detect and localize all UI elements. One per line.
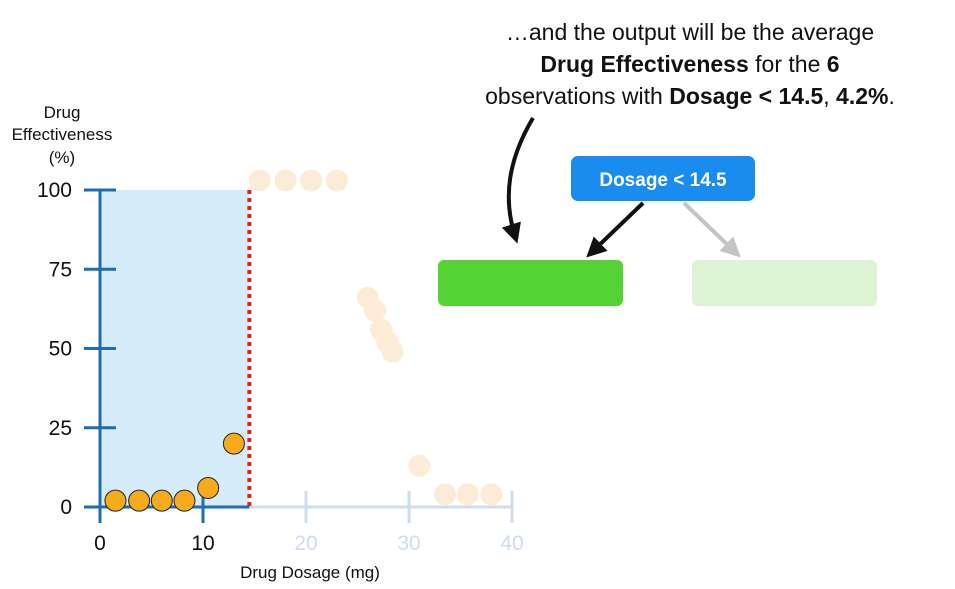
faded-point xyxy=(300,169,323,192)
x-axis-faded-segment xyxy=(249,491,514,523)
caption-connector: for the xyxy=(749,51,827,77)
decision-tree: Dosage < 14.5 xyxy=(438,156,877,306)
faded-point xyxy=(480,483,503,506)
caption-observations: observations with xyxy=(485,83,669,109)
y-tick-label: 0 xyxy=(60,496,72,519)
y-tick-label: 75 xyxy=(49,258,72,281)
left-branch-arrow xyxy=(586,201,645,258)
caption-separator: , xyxy=(823,83,836,109)
scatter-chart: 0 25 50 75 100 0 10 20 30 40 xyxy=(37,169,524,555)
highlighted-points xyxy=(104,432,245,512)
annotation-arrow xyxy=(501,116,535,244)
x-tick-label: 10 xyxy=(191,532,214,555)
caption-average-value: 4.2% xyxy=(836,83,888,109)
highlighted-point xyxy=(173,489,196,512)
y-axis-title-line-3: (%) xyxy=(49,148,75,167)
faded-point xyxy=(408,454,431,477)
faded-point xyxy=(456,483,479,506)
highlighted-point xyxy=(222,432,245,455)
y-axis-title: Drug Effectiveness (%) xyxy=(12,103,113,167)
left-leaf-node xyxy=(438,260,623,306)
x-tick-label: 0 xyxy=(94,532,106,555)
root-node-label: Dosage < 14.5 xyxy=(599,170,727,191)
highlighted-point xyxy=(150,489,173,512)
caption-line-1: …and the output will be the average xyxy=(506,19,874,45)
x-tick-label: 30 xyxy=(397,532,420,555)
y-axis-title-line-2: Effectiveness xyxy=(12,125,113,144)
caption: …and the output will be the average Drug… xyxy=(485,19,895,109)
tick-labels: 0 25 50 75 100 0 10 20 30 40 xyxy=(37,179,524,555)
faded-point xyxy=(364,299,387,322)
caption-line-2: Drug Effectiveness for the 6 xyxy=(540,51,839,77)
axes xyxy=(84,188,250,523)
faded-point xyxy=(434,483,457,506)
right-branch-arrow xyxy=(682,201,741,258)
x-axis-title: Drug Dosage (mg) xyxy=(240,563,380,582)
highlighted-point xyxy=(104,489,127,512)
caption-period: . xyxy=(888,83,894,109)
faded-points xyxy=(248,169,503,506)
faded-point xyxy=(274,169,297,192)
caption-line-3: observations with Dosage < 14.5, 4.2%. xyxy=(485,83,895,109)
caption-condition: Dosage < 14.5 xyxy=(669,83,823,109)
highlighted-point xyxy=(128,489,151,512)
highlighted-point xyxy=(197,476,220,499)
y-tick-label: 25 xyxy=(49,417,72,440)
caption-bold-target: Drug Effectiveness xyxy=(540,51,748,77)
x-tick-label: 40 xyxy=(500,532,523,555)
root-node xyxy=(571,156,755,201)
y-tick-label: 50 xyxy=(49,338,72,361)
faded-point xyxy=(381,340,404,363)
faded-point xyxy=(325,169,348,192)
y-tick-label: 100 xyxy=(37,179,72,202)
left-split-region xyxy=(100,190,250,507)
right-leaf-node xyxy=(692,260,877,306)
x-tick-label: 20 xyxy=(294,532,317,555)
faded-point xyxy=(248,169,271,192)
caption-count: 6 xyxy=(827,51,840,77)
y-axis-title-line-1: Drug xyxy=(44,103,81,122)
